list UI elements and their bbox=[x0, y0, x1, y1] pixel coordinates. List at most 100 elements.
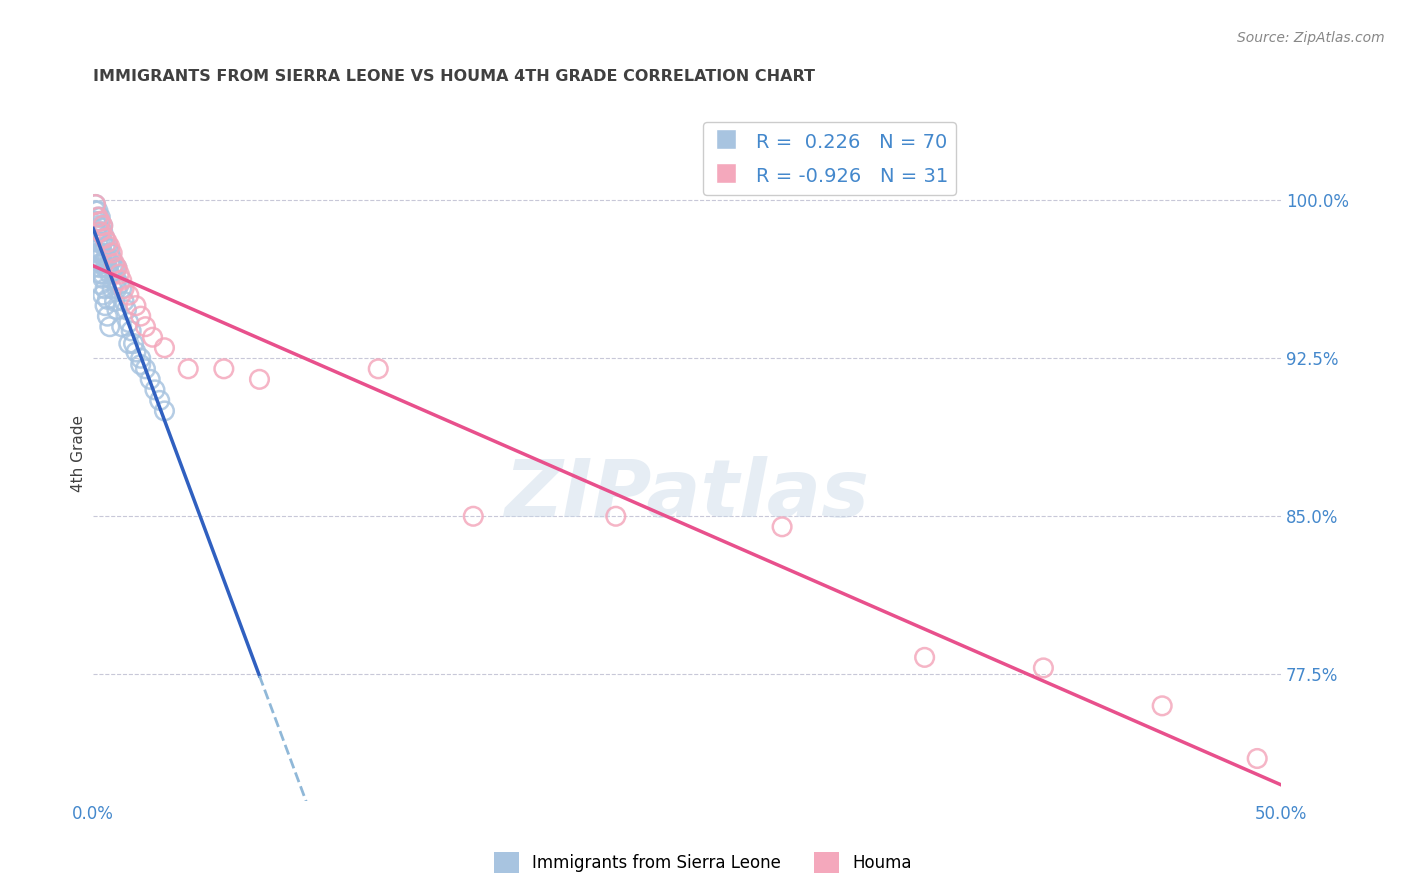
Text: Source: ZipAtlas.com: Source: ZipAtlas.com bbox=[1237, 31, 1385, 45]
Point bbox=[112, 294, 135, 309]
Point bbox=[118, 336, 141, 351]
Point bbox=[129, 351, 152, 366]
Point bbox=[149, 393, 172, 408]
Point bbox=[91, 271, 114, 285]
Point bbox=[125, 345, 148, 359]
Point bbox=[96, 293, 118, 307]
Point bbox=[122, 336, 145, 351]
Point bbox=[89, 256, 111, 270]
Point bbox=[101, 282, 124, 296]
Point bbox=[91, 256, 114, 270]
Point bbox=[84, 197, 107, 211]
Point bbox=[111, 273, 134, 287]
Point bbox=[87, 219, 110, 233]
Point bbox=[91, 219, 114, 233]
Point bbox=[96, 240, 118, 254]
Point bbox=[94, 231, 117, 245]
Point bbox=[105, 273, 128, 287]
Point bbox=[96, 235, 118, 250]
Point bbox=[89, 246, 111, 260]
Point bbox=[98, 256, 121, 270]
Point bbox=[153, 404, 176, 418]
Point bbox=[94, 240, 117, 254]
Point bbox=[89, 260, 111, 275]
Point bbox=[89, 277, 111, 292]
Point bbox=[89, 210, 111, 224]
Point bbox=[87, 210, 110, 224]
Point bbox=[89, 235, 111, 250]
Point bbox=[87, 252, 110, 267]
Point bbox=[139, 372, 162, 386]
Point bbox=[103, 260, 125, 275]
Point bbox=[108, 277, 131, 292]
Point bbox=[105, 260, 128, 275]
Point bbox=[118, 288, 141, 302]
Point bbox=[108, 267, 131, 281]
Point bbox=[91, 235, 114, 250]
Point bbox=[94, 282, 117, 296]
Point bbox=[249, 372, 271, 386]
Point bbox=[118, 316, 141, 330]
Legend: R =  0.226   N = 70, R = -0.926   N = 31: R = 0.226 N = 70, R = -0.926 N = 31 bbox=[703, 122, 956, 195]
Point bbox=[142, 330, 165, 344]
Point bbox=[103, 256, 125, 270]
Point bbox=[367, 361, 389, 376]
Point bbox=[84, 203, 107, 218]
Point bbox=[105, 260, 128, 275]
Point bbox=[112, 282, 135, 296]
Point bbox=[94, 260, 117, 275]
Point bbox=[463, 509, 485, 524]
Point bbox=[101, 252, 124, 267]
Point bbox=[87, 210, 110, 224]
Point bbox=[91, 225, 114, 239]
Point bbox=[105, 302, 128, 317]
Point bbox=[103, 273, 125, 287]
Point bbox=[94, 252, 117, 267]
Text: IMMIGRANTS FROM SIERRA LEONE VS HOUMA 4TH GRADE CORRELATION CHART: IMMIGRANTS FROM SIERRA LEONE VS HOUMA 4T… bbox=[93, 69, 815, 84]
Point bbox=[129, 358, 152, 372]
Point bbox=[98, 240, 121, 254]
Point bbox=[129, 309, 152, 323]
Point bbox=[89, 267, 111, 281]
Point bbox=[98, 246, 121, 260]
Y-axis label: 4th Grade: 4th Grade bbox=[72, 415, 86, 491]
Point bbox=[96, 260, 118, 275]
Point bbox=[111, 282, 134, 296]
Point bbox=[115, 302, 138, 317]
Point bbox=[91, 219, 114, 233]
Point bbox=[87, 246, 110, 260]
Point bbox=[87, 203, 110, 218]
Point bbox=[98, 319, 121, 334]
Point bbox=[89, 225, 111, 239]
Point bbox=[125, 299, 148, 313]
Point bbox=[98, 267, 121, 281]
Point bbox=[84, 197, 107, 211]
Point bbox=[91, 288, 114, 302]
Point bbox=[89, 214, 111, 228]
Point bbox=[101, 260, 124, 275]
Point bbox=[177, 361, 200, 376]
Point bbox=[1246, 751, 1268, 765]
Point bbox=[87, 235, 110, 250]
Point bbox=[101, 246, 124, 260]
Point bbox=[605, 509, 627, 524]
Point bbox=[87, 225, 110, 239]
Point bbox=[96, 309, 118, 323]
Point bbox=[103, 294, 125, 309]
Legend: Immigrants from Sierra Leone, Houma: Immigrants from Sierra Leone, Houma bbox=[486, 846, 920, 880]
Point bbox=[96, 252, 118, 267]
Point bbox=[84, 225, 107, 239]
Point bbox=[914, 650, 936, 665]
Point bbox=[94, 299, 117, 313]
Point bbox=[91, 267, 114, 281]
Point bbox=[134, 361, 156, 376]
Point bbox=[1152, 698, 1174, 713]
Point bbox=[134, 319, 156, 334]
Point bbox=[770, 520, 793, 534]
Point bbox=[143, 383, 166, 397]
Text: ZIPatlas: ZIPatlas bbox=[505, 456, 869, 533]
Point bbox=[89, 214, 111, 228]
Point bbox=[1032, 661, 1054, 675]
Point bbox=[153, 341, 176, 355]
Point bbox=[212, 361, 235, 376]
